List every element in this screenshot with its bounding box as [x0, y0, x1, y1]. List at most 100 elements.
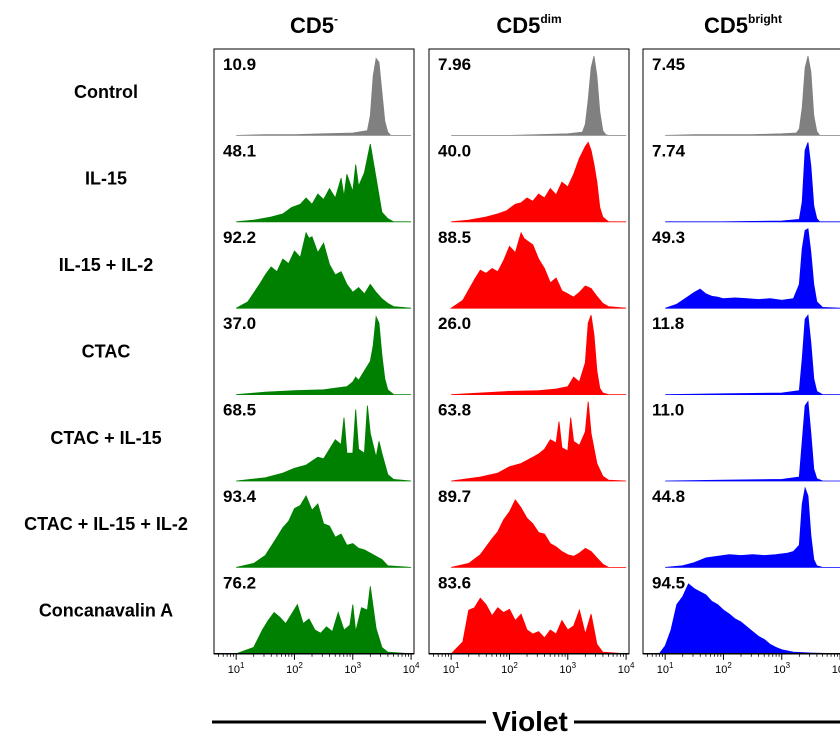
percentage-label: 68.5 [223, 401, 256, 420]
histogram-area-r4-c2 [665, 400, 840, 482]
x-tick-label: 101 [443, 661, 460, 676]
histogram-area-r3-c2 [665, 314, 840, 395]
percentage-label: 94.5 [652, 573, 685, 592]
row-label: Concanavalin A [39, 601, 173, 621]
percentage-label: 11.0 [652, 401, 684, 420]
x-tick-label: 103 [344, 661, 361, 676]
percentage-label: 11.8 [652, 314, 684, 333]
row-label: CTAC [82, 341, 131, 361]
column-title-sup: bright [748, 12, 782, 26]
column-title-sup: dim [540, 12, 561, 26]
x-tick-base: 10 [618, 664, 630, 676]
x-axes: 101102103104101102103104101102103104 [214, 653, 840, 676]
column-title-base: CD5 [290, 13, 334, 38]
histogram-area-r1-c1 [451, 141, 627, 223]
x-tick-exponent: 2 [298, 661, 303, 670]
percentage-label: 7.74 [652, 141, 686, 160]
x-tick-label: 102 [501, 661, 518, 676]
column-title-1: CD5dim [496, 12, 561, 38]
percentage-label: 93.4 [223, 487, 257, 506]
percentage-label: 63.8 [438, 401, 471, 420]
row-label: IL-15 + IL-2 [59, 255, 154, 275]
histogram-area-r4-c1 [451, 401, 627, 482]
percentage-label: 83.6 [438, 573, 471, 592]
x-tick-base: 10 [443, 664, 455, 676]
histogram-area-r6-c0 [236, 586, 412, 655]
histogram-area-r5-c2 [665, 486, 840, 568]
x-axis-title-group: Violet [212, 706, 840, 736]
column-title-base: CD5 [496, 13, 540, 38]
percentage-label: 88.5 [438, 228, 471, 247]
x-tick-exponent: 1 [455, 661, 460, 670]
x-tick-base: 10 [403, 664, 415, 676]
percentage-label: 89.7 [438, 487, 471, 506]
column-title-2: CD5bright [704, 12, 782, 38]
x-tick-base: 10 [286, 664, 298, 676]
percentage-label: 48.1 [223, 141, 256, 160]
histogram-area-r5-c1 [451, 499, 627, 568]
x-tick-base: 10 [228, 664, 240, 676]
x-tick-exponent: 4 [630, 661, 635, 670]
histogram-area-r1-c0 [236, 143, 412, 223]
row-label: CTAC + IL-15 [50, 428, 161, 448]
histogram-area-r1-c2 [665, 142, 840, 223]
x-tick-base: 10 [832, 664, 840, 676]
x-tick-label: 103 [559, 661, 576, 676]
x-tick-exponent: 3 [786, 661, 791, 670]
histogram-area-r6-c2 [658, 583, 840, 655]
histogram-area-r3-c1 [451, 315, 627, 395]
histogram-area-r0-c1 [451, 55, 627, 136]
histogram-area-r2-c2 [665, 228, 840, 309]
x-tick-label: 102 [715, 661, 732, 676]
x-tick-base: 10 [715, 664, 727, 676]
x-tick-base: 10 [657, 664, 669, 676]
x-axis-title: Violet [492, 706, 568, 736]
percentage-label: 7.45 [652, 55, 685, 74]
x-tick-exponent: 3 [357, 661, 362, 670]
percentage-label: 92.2 [223, 228, 256, 247]
histogram-area-r2-c1 [449, 231, 627, 309]
x-tick-base: 10 [501, 664, 513, 676]
x-tick-exponent: 4 [415, 661, 420, 670]
x-tick-label: 101 [657, 661, 674, 676]
x-tick-label: 103 [773, 661, 790, 676]
x-tick-exponent: 2 [727, 661, 732, 670]
row-labels: Control IL-15 IL-15 + IL-2 CTAC CTAC + IL-15… [24, 82, 188, 620]
x-tick-exponent: 1 [240, 661, 245, 670]
column-titles: CD5- CD5dim CD5bright [290, 12, 782, 38]
row-label: IL-15 [85, 169, 127, 189]
column-title-sup: - [334, 12, 338, 26]
percentage-label: 44.8 [652, 487, 685, 506]
row-label: Control [74, 82, 138, 102]
x-tick-exponent: 1 [669, 661, 674, 670]
histogram-area-r0-c2 [665, 55, 840, 136]
histogram-area-r4-c0 [236, 405, 412, 482]
x-tick-base: 10 [559, 664, 571, 676]
x-tick-label: 101 [228, 661, 245, 676]
histogram-area-r0-c0 [236, 57, 412, 136]
histogram-area-r2-c0 [236, 231, 412, 309]
row-label: CTAC + IL-15 + IL-2 [24, 514, 188, 534]
histogram-area-r3-c0 [236, 315, 412, 395]
x-tick-label: 102 [286, 661, 303, 676]
x-tick-exponent: 3 [572, 661, 577, 670]
x-tick-base: 10 [773, 664, 785, 676]
histogram-area-r5-c0 [236, 495, 412, 568]
percentage-label: 37.0 [223, 314, 256, 333]
percentage-label: 7.96 [438, 55, 471, 74]
histogram-panels: 10.9 7.96 7.45 48.1 40.0 7.74 92.2 88.5 49.3 37.0… [213, 48, 840, 655]
percentage-label: 49.3 [652, 228, 685, 247]
percentage-label: 76.2 [223, 573, 256, 592]
percentage-label: 40.0 [438, 141, 471, 160]
x-tick-exponent: 2 [513, 661, 518, 670]
histogram-area-r6-c1 [450, 597, 627, 655]
percentage-label: 10.9 [223, 55, 256, 74]
percentage-label: 26.0 [438, 314, 471, 333]
x-tick-label: 104 [832, 661, 840, 676]
x-tick-base: 10 [344, 664, 356, 676]
x-tick-label: 104 [403, 661, 420, 676]
column-title-0: CD5- [290, 12, 338, 38]
x-tick-label: 104 [618, 661, 635, 676]
column-title-base: CD5 [704, 13, 748, 38]
